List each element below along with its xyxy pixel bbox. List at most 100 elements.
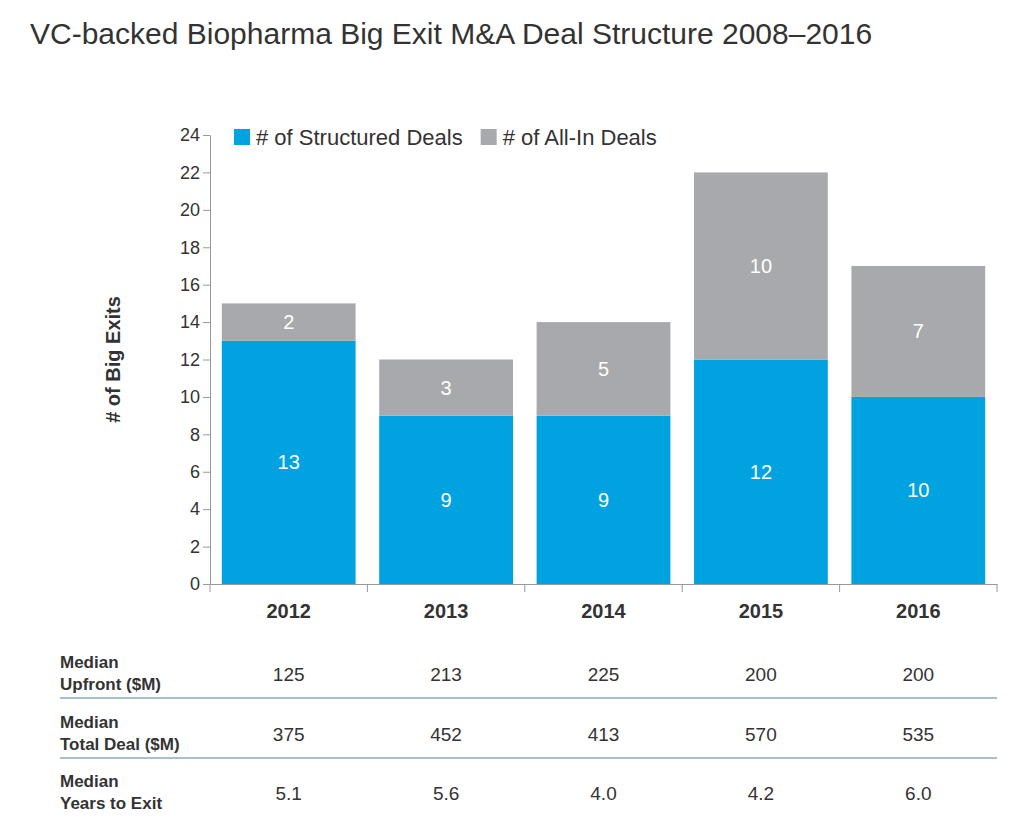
table-cell: 413	[588, 724, 620, 745]
y-tick-mark	[203, 547, 210, 548]
y-tick-mark	[203, 172, 210, 173]
table-cell: 4.2	[748, 783, 774, 804]
data-labels: 13991210235107	[278, 255, 930, 511]
y-tick-label: 10	[180, 387, 200, 407]
y-tick-label: 4	[190, 499, 200, 519]
bar	[694, 360, 828, 585]
y-tick: 0	[190, 574, 210, 594]
y-tick: 6	[190, 462, 210, 482]
data-label: 7	[913, 320, 924, 342]
x-boundary-tick	[839, 584, 840, 592]
y-tick-label: 0	[190, 574, 200, 594]
table-cell: 200	[902, 664, 934, 685]
y-tick: 8	[190, 425, 210, 445]
y-tick-mark	[203, 434, 210, 435]
y-axis: 024681012141618202224	[180, 125, 211, 594]
bar	[694, 172, 828, 359]
y-tick: 22	[180, 163, 210, 183]
row-label-line: Median	[60, 653, 119, 672]
y-tick-mark	[203, 285, 210, 286]
y-tick-mark	[203, 135, 210, 136]
y-tick-mark	[203, 360, 210, 361]
row-separator	[60, 757, 997, 759]
bar	[222, 341, 356, 584]
y-tick-mark	[203, 210, 210, 211]
bar	[537, 322, 671, 416]
bar	[537, 416, 671, 584]
y-axis-title: # of Big Exits	[102, 296, 124, 423]
y-tick: 4	[190, 499, 210, 519]
x-tick: 2016	[896, 584, 941, 622]
table-cell: 4.0	[590, 783, 616, 804]
x-tick-label: 2013	[424, 600, 469, 622]
x-tick-label: 2014	[581, 600, 626, 622]
y-tick-label: 16	[180, 275, 200, 295]
data-label: 2	[283, 311, 294, 333]
x-tick: 2012	[266, 584, 311, 622]
legend-item: # of Structured Deals	[234, 125, 463, 150]
y-tick: 18	[180, 238, 210, 258]
legend-label: # of Structured Deals	[256, 125, 463, 150]
bar	[222, 303, 356, 340]
row-label-line: Median	[60, 713, 119, 732]
row-label: Median Years to Exit	[60, 772, 162, 813]
y-tick: 2	[190, 537, 210, 557]
y-tick: 16	[180, 275, 210, 295]
table-cell: 5.6	[433, 783, 459, 804]
y-axis-line	[210, 136, 211, 585]
row-label-line: Median	[60, 772, 119, 791]
data-label: 12	[750, 461, 772, 483]
table-cell: 125	[273, 664, 305, 685]
x-axis-line	[211, 584, 998, 585]
table-cell: 535	[902, 724, 934, 745]
row-label-line: Years to Exit	[60, 794, 162, 813]
data-label: 9	[441, 489, 452, 511]
table-cell: 452	[430, 724, 462, 745]
chart-root: VC-backed Biopharma Big Exit M&A Deal St…	[0, 0, 1024, 836]
x-boundary-tick	[997, 584, 998, 592]
y-tick: 12	[180, 350, 210, 370]
y-tick-label: 2	[190, 537, 200, 557]
x-tick-label: 2012	[266, 600, 311, 622]
table: Median Upfront ($M) 125 213 225 200 200 Median T…	[60, 653, 997, 813]
y-tick-mark	[203, 472, 210, 473]
x-tick: 2014	[581, 584, 626, 622]
x-tick-label: 2015	[739, 600, 784, 622]
y-tick: 14	[180, 312, 210, 332]
y-tick-mark	[203, 584, 210, 585]
y-tick-label: 6	[190, 462, 200, 482]
row-label: Median Upfront ($M)	[60, 653, 161, 694]
x-boundary-tick	[210, 584, 211, 592]
row-label-line: Total Deal ($M)	[60, 735, 180, 754]
bar	[379, 416, 513, 584]
y-tick-label: 24	[180, 125, 200, 145]
data-label: 10	[907, 479, 929, 501]
title: VC-backed Biopharma Big Exit M&A Deal St…	[30, 17, 872, 50]
y-tick-mark	[203, 509, 210, 510]
table-cell: 5.1	[275, 783, 301, 804]
bar	[379, 360, 513, 416]
data-label: 13	[278, 451, 300, 473]
x-tick: 2013	[424, 584, 469, 622]
table-cell: 200	[745, 664, 777, 685]
table-cell: 225	[588, 664, 620, 685]
y-tick-label: 22	[180, 163, 200, 183]
y-tick: 10	[180, 387, 210, 407]
table-cell: 213	[430, 664, 462, 685]
y-tick-label: 12	[180, 350, 200, 370]
legend: # of Structured Deals # of All-In Deals	[234, 125, 657, 150]
legend-item: # of All-In Deals	[481, 125, 657, 150]
y-tick-label: 20	[180, 200, 200, 220]
y-tick-mark	[203, 247, 210, 248]
row-label: Median Total Deal ($M)	[60, 713, 180, 754]
y-tick-label: 18	[180, 238, 200, 258]
row-separator	[60, 697, 997, 699]
legend-swatch	[234, 129, 250, 145]
row-label-line: Upfront ($M)	[60, 675, 161, 694]
y-tick-mark	[203, 397, 210, 398]
table-cell: 570	[745, 724, 777, 745]
y-tick-label: 14	[180, 312, 200, 332]
data-label: 10	[750, 255, 772, 277]
data-label: 9	[598, 489, 609, 511]
bar	[851, 266, 985, 397]
